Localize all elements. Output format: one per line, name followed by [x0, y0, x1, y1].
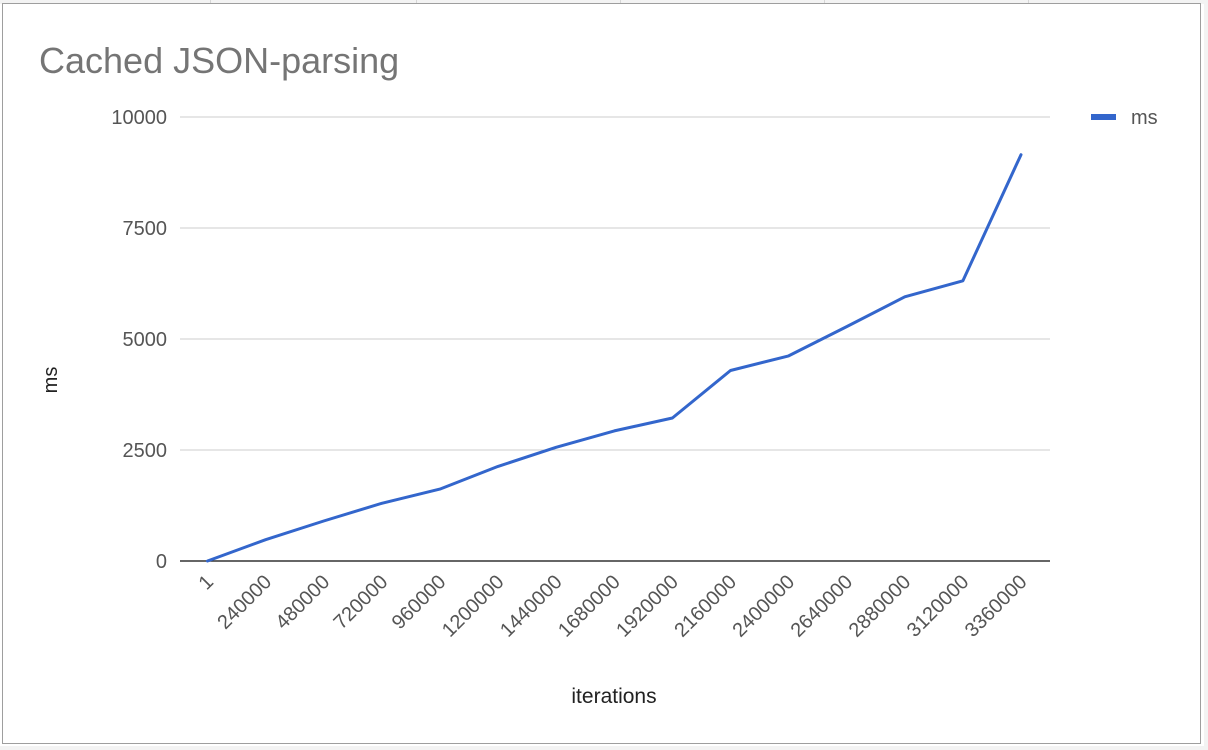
chart-frame[interactable] — [2, 3, 1201, 744]
data-point[interactable] — [204, 557, 212, 565]
x-tick-label: 3120000 — [903, 571, 974, 642]
gridlines — [180, 116, 1050, 451]
data-point[interactable] — [494, 462, 502, 470]
legend[interactable]: ms — [1091, 107, 1158, 129]
x-tick-label: 720000 — [330, 571, 393, 634]
sheet-grid-bottom — [0, 746, 1208, 750]
sheet-grid-right — [1204, 0, 1208, 750]
data-point[interactable] — [726, 367, 734, 375]
x-tick-label: 1680000 — [554, 571, 625, 642]
sheet-column-divider — [1028, 0, 1029, 4]
y-axis-label: ms — [40, 367, 62, 394]
x-tick-label: 2400000 — [728, 571, 799, 642]
data-point[interactable] — [959, 277, 967, 285]
y-tick-label: 10000 — [111, 107, 167, 129]
series-layer — [204, 151, 1025, 565]
legend-swatch — [1091, 114, 1116, 120]
x-tick-label: 1920000 — [612, 571, 683, 642]
x-axis-label: iterations — [571, 685, 656, 708]
data-point[interactable] — [785, 352, 793, 360]
y-axis-ticks: 0 2500 5000 7500 10000 — [111, 107, 167, 573]
y-tick-label: 5000 — [123, 329, 168, 351]
x-tick-label: 1 — [195, 571, 218, 594]
x-tick-label: 2640000 — [787, 571, 858, 642]
x-tick-label: 480000 — [271, 571, 334, 634]
x-tick-label: 2160000 — [670, 571, 741, 642]
x-tick-label: 240000 — [213, 571, 276, 634]
chart-title: Cached JSON-parsing — [39, 40, 399, 81]
data-point[interactable] — [378, 499, 386, 507]
y-tick-label: 0 — [156, 551, 167, 573]
data-point[interactable] — [610, 427, 618, 435]
y-tick-label: 7500 — [123, 218, 168, 240]
x-axis-ticks: 1240000480000720000960000120000014400001… — [195, 571, 1032, 642]
y-tick-label: 2500 — [123, 440, 168, 462]
x-tick-label: 1200000 — [438, 571, 509, 642]
sheet-column-divider — [824, 0, 825, 4]
data-point[interactable] — [843, 323, 851, 331]
x-tick-label: 3360000 — [961, 571, 1032, 642]
data-point[interactable] — [901, 293, 909, 301]
sheet-column-divider — [416, 0, 417, 4]
data-point[interactable] — [262, 536, 270, 544]
data-point[interactable] — [1017, 151, 1025, 159]
data-point[interactable] — [436, 485, 444, 493]
x-tick-label: 2880000 — [845, 571, 916, 642]
sheet-column-divider — [210, 0, 211, 4]
data-point[interactable] — [320, 517, 328, 525]
data-point[interactable] — [552, 443, 560, 451]
sheet-grid-top — [0, 0, 1208, 4]
x-tick-label: 1440000 — [496, 571, 567, 642]
legend-label-ms: ms — [1131, 107, 1158, 129]
sheet-column-divider — [620, 0, 621, 4]
data-point[interactable] — [668, 414, 676, 422]
series-line-ms[interactable] — [206, 153, 1023, 563]
